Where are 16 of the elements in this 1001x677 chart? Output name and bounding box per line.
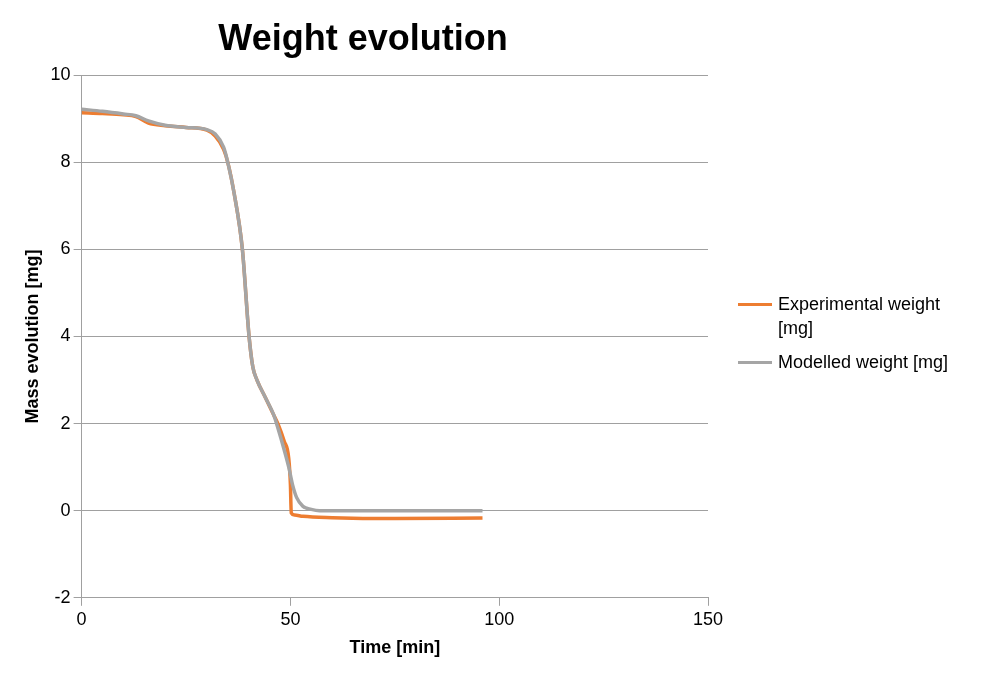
- x-tick-label: 100: [484, 608, 515, 629]
- legend-label: Modelled weight [mg]: [778, 351, 950, 374]
- chart-title: Weight evolution: [218, 16, 508, 58]
- y-tick-label: 0: [60, 499, 71, 520]
- y-tick-label: 2: [60, 412, 71, 433]
- x-tick-label: 150: [692, 608, 724, 629]
- legend-label: Experimental weight [mg]: [778, 293, 942, 340]
- y-tick-label: 4: [60, 325, 71, 346]
- y-tick-label: 8: [60, 151, 71, 172]
- y-tick-label: -2: [54, 586, 71, 607]
- y-axis-title: Mass evolution [mg]: [21, 249, 42, 424]
- x-tick-label: 50: [280, 608, 301, 629]
- y-tick-label: 10: [50, 64, 71, 85]
- x-axis-title: Time [min]: [349, 637, 441, 658]
- x-tick-label: 0: [76, 608, 87, 629]
- y-tick-label: 6: [60, 238, 71, 259]
